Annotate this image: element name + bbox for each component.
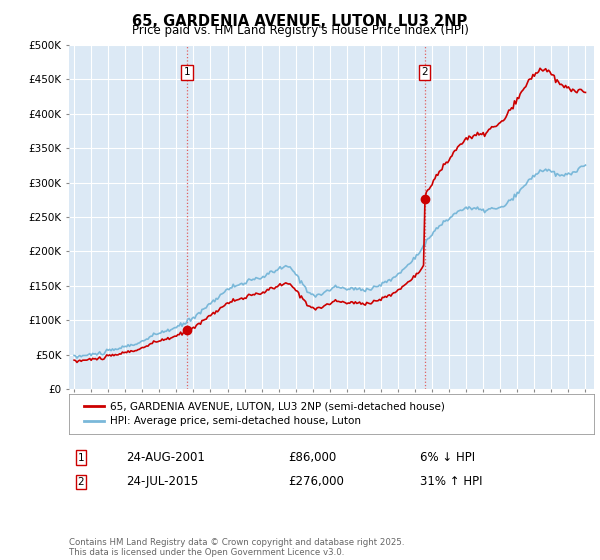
Text: 6% ↓ HPI: 6% ↓ HPI [420,451,475,464]
Text: 2: 2 [77,477,85,487]
Text: 2: 2 [421,67,428,77]
Text: £86,000: £86,000 [288,451,336,464]
Text: 1: 1 [184,67,191,77]
Legend: 65, GARDENIA AVENUE, LUTON, LU3 2NP (semi-detached house), HPI: Average price, s: 65, GARDENIA AVENUE, LUTON, LU3 2NP (sem… [79,398,449,430]
Text: £276,000: £276,000 [288,475,344,488]
Text: Price paid vs. HM Land Registry's House Price Index (HPI): Price paid vs. HM Land Registry's House … [131,24,469,37]
Text: 65, GARDENIA AVENUE, LUTON, LU3 2NP: 65, GARDENIA AVENUE, LUTON, LU3 2NP [133,14,467,29]
Text: 24-AUG-2001: 24-AUG-2001 [126,451,205,464]
Text: 24-JUL-2015: 24-JUL-2015 [126,475,198,488]
Text: Contains HM Land Registry data © Crown copyright and database right 2025.
This d: Contains HM Land Registry data © Crown c… [69,538,404,557]
Text: 31% ↑ HPI: 31% ↑ HPI [420,475,482,488]
Text: 1: 1 [77,452,85,463]
